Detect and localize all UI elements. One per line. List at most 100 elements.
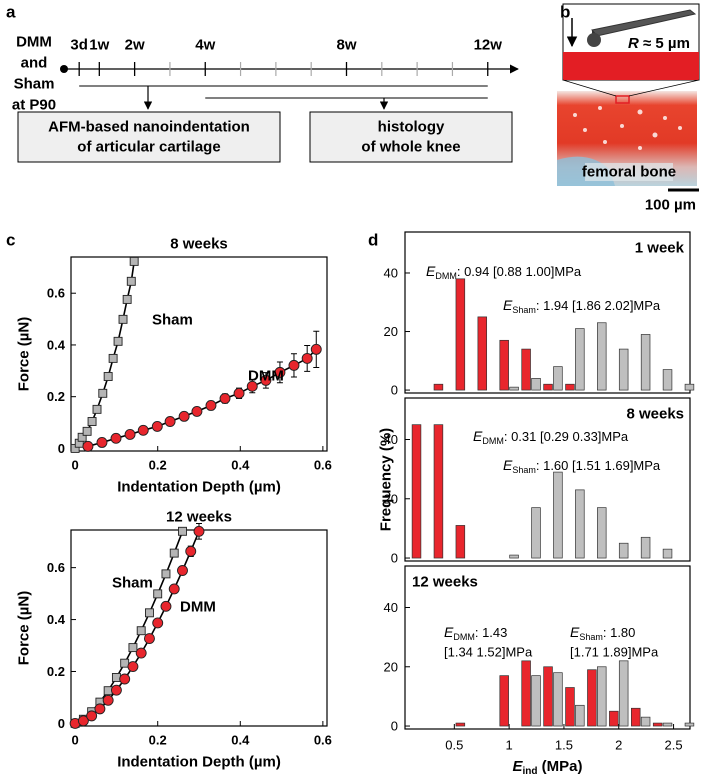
x-axis-label: Indentation Depth (µm)	[117, 479, 281, 496]
symbol: E	[503, 457, 513, 473]
marker	[288, 359, 300, 371]
marker	[193, 525, 205, 537]
annotation-text: : 1.80	[603, 625, 636, 640]
chart-title: 12 weeks	[166, 509, 232, 526]
plot-frame	[70, 256, 328, 452]
plot-frame	[404, 565, 691, 730]
bar	[531, 378, 541, 391]
bar	[684, 722, 695, 727]
marker	[151, 420, 163, 432]
timeline-label: 1w	[89, 37, 109, 54]
bar	[597, 507, 607, 559]
x-tick-label: 0	[72, 458, 79, 473]
marker	[246, 380, 258, 392]
plot-frame	[404, 231, 691, 394]
annotation-line2: [1.34 1.52]MPa	[444, 645, 533, 660]
marker	[185, 545, 197, 557]
marker	[124, 428, 136, 440]
marker	[178, 526, 187, 536]
marker	[144, 633, 155, 644]
subscript: Sham	[512, 465, 536, 475]
annotation-text: : 1.43	[475, 625, 508, 640]
marker	[87, 417, 97, 426]
marker	[301, 352, 313, 364]
start-label: and	[21, 55, 48, 72]
marker	[119, 673, 131, 685]
bar	[631, 707, 641, 727]
marker	[233, 387, 245, 399]
bar	[565, 687, 575, 727]
panel-letter: b	[560, 3, 570, 22]
y-tick-label: 40	[384, 600, 398, 615]
marker	[96, 437, 108, 448]
box-label: AFM-based nanoindentation	[48, 119, 250, 136]
y-tick-label: 20	[384, 324, 398, 339]
bar	[543, 666, 553, 727]
x-tick-label: 2	[615, 738, 622, 753]
y-tick-label: 0	[391, 551, 398, 566]
marker	[178, 410, 190, 422]
bar	[662, 369, 673, 391]
chart-title: 1 week	[635, 240, 685, 257]
marker	[136, 626, 146, 636]
marker	[160, 600, 172, 612]
marker	[260, 374, 272, 386]
marker	[102, 694, 114, 706]
bar	[618, 542, 629, 559]
bar	[531, 507, 541, 559]
marker	[82, 440, 94, 452]
chart-title: 8 weeks	[170, 236, 228, 253]
timeline-label: 12w	[474, 37, 503, 54]
marker	[127, 661, 139, 673]
bar	[433, 383, 444, 391]
bar	[640, 716, 651, 727]
marker	[152, 617, 164, 629]
bar	[575, 489, 585, 559]
subscript: DMM	[435, 271, 457, 281]
x-tick-label: 1.5	[555, 738, 573, 753]
marker	[137, 424, 149, 436]
bar	[684, 383, 695, 391]
y-tick-label: 20	[384, 491, 398, 506]
bone-label: femoral bone	[582, 164, 676, 181]
marker	[113, 336, 123, 346]
panel-letter: a	[6, 3, 16, 22]
x-axis-label: Indentation Depth (µm)	[117, 754, 281, 771]
marker	[191, 405, 203, 417]
timeline-start	[60, 65, 68, 73]
y-tick-label: 0.2	[47, 664, 65, 679]
symbol: E	[426, 263, 436, 279]
x-tick-label: 0.6	[314, 733, 332, 748]
series-label: DMM	[180, 599, 216, 616]
bar	[575, 328, 585, 391]
subscript: DMM	[453, 632, 475, 642]
y-axis-label: Force (µN)	[16, 317, 33, 391]
panel-letter: c	[6, 231, 15, 250]
bar	[652, 722, 663, 727]
y-tick-label: 0	[391, 383, 398, 398]
marker	[128, 643, 138, 653]
chart-title: 12 weeks	[412, 574, 478, 591]
tip-radius-text: ≈ 5 µm	[639, 35, 690, 52]
bar	[499, 339, 509, 391]
marker	[110, 684, 122, 696]
bar	[618, 348, 629, 391]
bar	[433, 424, 444, 559]
bar	[521, 660, 531, 727]
marker	[177, 565, 188, 576]
series-label: Sham	[152, 312, 193, 329]
x-axis-label-text: (MPa)	[538, 758, 583, 774]
y-tick-label: 0.4	[47, 337, 66, 352]
annotation: EDMM: 0.31 [0.29 0.33]MPa	[473, 428, 629, 446]
annotation: ESham: 1.60 [1.51 1.69]MPa	[503, 457, 661, 475]
marker	[161, 569, 171, 579]
marker	[94, 703, 106, 715]
marker	[153, 589, 163, 599]
marker	[103, 686, 113, 696]
bar	[597, 666, 607, 727]
marker	[145, 608, 154, 618]
marker	[274, 366, 286, 378]
start-label: Sham	[14, 76, 55, 93]
plot-frame	[404, 397, 691, 562]
